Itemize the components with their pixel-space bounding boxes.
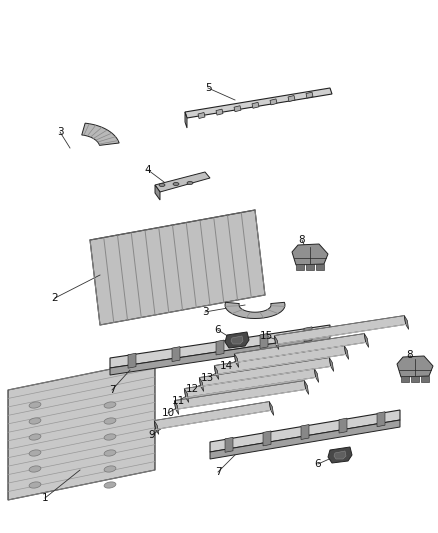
Text: 7: 7 — [109, 385, 115, 395]
Polygon shape — [155, 185, 160, 200]
Polygon shape — [306, 92, 313, 98]
Polygon shape — [274, 316, 406, 344]
Ellipse shape — [173, 182, 179, 185]
Polygon shape — [288, 95, 295, 101]
Polygon shape — [252, 102, 259, 108]
Polygon shape — [90, 210, 265, 325]
Polygon shape — [225, 332, 249, 348]
Polygon shape — [110, 325, 330, 368]
Polygon shape — [154, 421, 159, 434]
Polygon shape — [316, 264, 324, 270]
Text: 8: 8 — [299, 235, 305, 245]
Text: 5: 5 — [205, 83, 211, 93]
Polygon shape — [185, 88, 332, 118]
Polygon shape — [344, 345, 349, 359]
Polygon shape — [214, 366, 219, 379]
Polygon shape — [210, 410, 400, 452]
Ellipse shape — [104, 402, 116, 408]
Polygon shape — [198, 112, 205, 118]
Ellipse shape — [29, 418, 41, 424]
Ellipse shape — [104, 450, 116, 456]
Polygon shape — [234, 106, 241, 112]
Polygon shape — [225, 437, 233, 453]
Ellipse shape — [159, 183, 165, 187]
Polygon shape — [397, 356, 433, 377]
Polygon shape — [304, 327, 312, 342]
Polygon shape — [216, 109, 223, 115]
Text: 8: 8 — [407, 350, 413, 360]
Polygon shape — [199, 358, 331, 386]
Polygon shape — [199, 377, 204, 391]
Ellipse shape — [187, 182, 193, 184]
Polygon shape — [216, 340, 224, 355]
Polygon shape — [270, 99, 277, 105]
Polygon shape — [154, 401, 271, 430]
Polygon shape — [263, 431, 271, 446]
Text: 6: 6 — [215, 325, 221, 335]
Polygon shape — [214, 345, 346, 375]
Polygon shape — [421, 376, 429, 382]
Text: 4: 4 — [145, 165, 151, 175]
Ellipse shape — [29, 450, 41, 456]
Polygon shape — [328, 447, 352, 463]
Polygon shape — [210, 420, 400, 459]
Polygon shape — [301, 424, 309, 440]
Polygon shape — [184, 389, 189, 402]
Polygon shape — [304, 381, 309, 394]
Polygon shape — [225, 302, 285, 319]
Text: 13: 13 — [200, 373, 214, 383]
Polygon shape — [172, 346, 180, 361]
Text: 10: 10 — [162, 408, 175, 418]
Polygon shape — [128, 353, 136, 368]
Polygon shape — [185, 112, 187, 128]
Polygon shape — [329, 358, 334, 372]
Polygon shape — [334, 451, 346, 459]
Polygon shape — [404, 316, 409, 329]
Polygon shape — [155, 172, 210, 192]
Text: 9: 9 — [148, 430, 155, 440]
Polygon shape — [110, 335, 330, 375]
Polygon shape — [411, 376, 419, 382]
Ellipse shape — [104, 434, 116, 440]
Text: 3: 3 — [201, 307, 208, 317]
Text: 14: 14 — [219, 361, 233, 371]
Text: 6: 6 — [314, 459, 321, 469]
Polygon shape — [306, 264, 314, 270]
Text: 11: 11 — [171, 396, 185, 406]
Polygon shape — [296, 264, 304, 270]
Polygon shape — [174, 381, 306, 409]
Text: 1: 1 — [42, 493, 48, 503]
Polygon shape — [269, 401, 274, 415]
Ellipse shape — [29, 402, 41, 408]
Polygon shape — [377, 411, 385, 427]
Ellipse shape — [104, 418, 116, 424]
Text: 3: 3 — [57, 127, 64, 137]
Ellipse shape — [29, 482, 41, 488]
Polygon shape — [292, 244, 328, 265]
Ellipse shape — [29, 466, 41, 472]
Polygon shape — [314, 368, 319, 383]
Polygon shape — [401, 376, 409, 382]
Text: 2: 2 — [52, 293, 58, 303]
Polygon shape — [8, 360, 155, 500]
Polygon shape — [174, 401, 179, 415]
Polygon shape — [364, 334, 369, 348]
Text: 7: 7 — [215, 467, 221, 477]
Polygon shape — [274, 336, 279, 350]
Polygon shape — [234, 353, 239, 367]
Polygon shape — [82, 123, 119, 146]
Polygon shape — [260, 334, 268, 349]
Ellipse shape — [29, 434, 41, 440]
Polygon shape — [339, 418, 347, 433]
Ellipse shape — [104, 482, 116, 488]
Polygon shape — [231, 336, 243, 344]
Ellipse shape — [104, 466, 116, 472]
Text: 15: 15 — [259, 331, 272, 341]
Text: 12: 12 — [185, 384, 198, 394]
Polygon shape — [234, 334, 366, 362]
Polygon shape — [184, 368, 316, 398]
